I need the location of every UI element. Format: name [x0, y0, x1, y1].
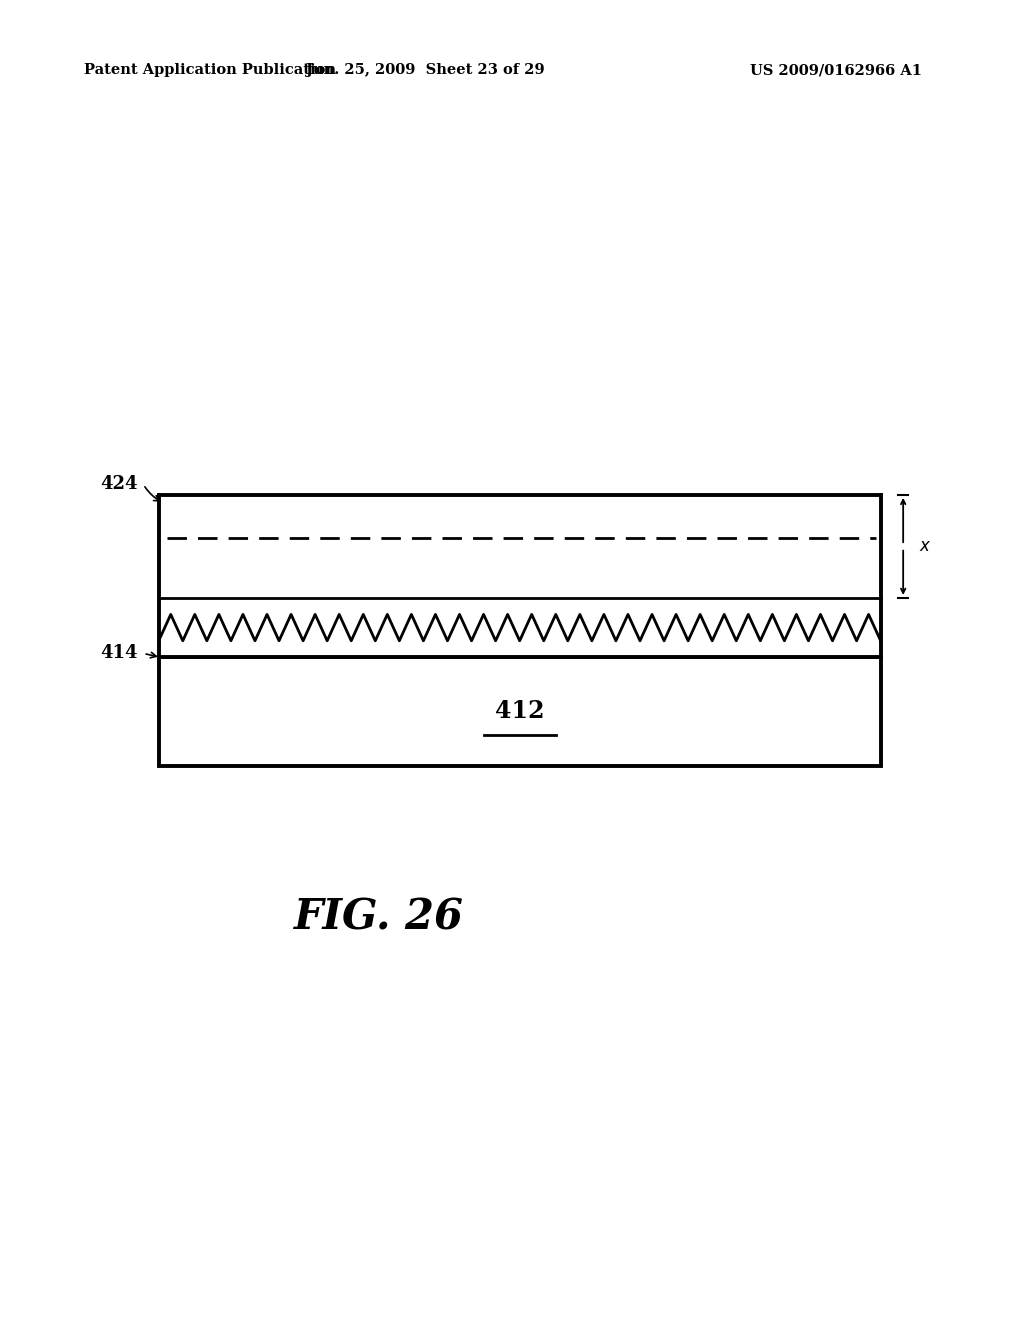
Text: 412: 412	[495, 700, 545, 723]
Text: US 2009/0162966 A1: US 2009/0162966 A1	[750, 63, 922, 78]
Text: Patent Application Publication: Patent Application Publication	[84, 63, 336, 78]
Text: x: x	[920, 537, 930, 556]
Text: Jun. 25, 2009  Sheet 23 of 29: Jun. 25, 2009 Sheet 23 of 29	[305, 63, 545, 78]
Text: FIG. 26: FIG. 26	[294, 896, 464, 939]
Text: 424: 424	[100, 475, 138, 494]
Bar	[159, 657, 881, 766]
Text: 414: 414	[100, 644, 138, 663]
